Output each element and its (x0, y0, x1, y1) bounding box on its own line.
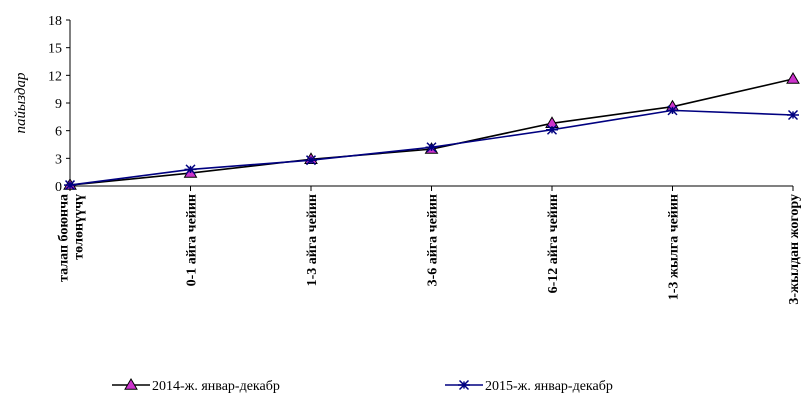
x-tick-label: 3-жылдан жогору (787, 194, 802, 305)
series-marker (184, 164, 197, 175)
series-line (69, 78, 794, 186)
x-axis-ticks: талап боюнча төлөнүүчү 0-1 айга чейин 1-3 а… (57, 186, 802, 305)
x-tick-label: 1-3 айга чейин (305, 194, 320, 286)
x-tick-label-line: төлөнүүчү (72, 194, 87, 260)
y-tick-label: 18 (48, 14, 62, 29)
chart-axes (69, 20, 793, 187)
series-marker (305, 155, 317, 166)
legend-label: 2014-ж. январ-декабр (152, 379, 280, 394)
x-tick-label: 0-1 айга чейин (185, 194, 200, 286)
x-tick-label: 3-6 айга чейин (426, 194, 441, 286)
legend-item-2: 2015-ж. январ-декабр (445, 379, 613, 394)
series-marker (425, 142, 438, 153)
series-marker (666, 105, 679, 116)
y-tick-label: 3 (55, 152, 62, 167)
legend-label: 2015-ж. январ-декабр (485, 379, 613, 394)
y-axis-label: пайыздар (13, 72, 29, 133)
series-marker (64, 180, 76, 191)
y-tick-label: 6 (55, 125, 62, 140)
x-tick-label-line: 6-12 айга чейин (546, 194, 561, 293)
legend-item-1: 2014-ж. январ-декабр (112, 378, 280, 394)
x-tick-label-line: 3-6 айга чейин (426, 194, 441, 286)
series-marker (786, 72, 800, 84)
chart-series (63, 72, 800, 191)
chart-legend: 2014-ж. январ-декабр 2015-ж. январ-декабр (112, 378, 613, 394)
y-tick-label: 9 (55, 97, 62, 112)
y-tick-label: 15 (48, 42, 62, 57)
x-tick-label: 1-3 жылга чейин (667, 194, 682, 300)
y-axis-ticks: 0 3 6 9 12 15 18 (48, 14, 70, 195)
x-tick-label: талап боюнча төлөнүүчү (57, 194, 87, 282)
series-marker (124, 378, 138, 390)
y-tick-label: 12 (48, 69, 62, 84)
series-marker (546, 124, 558, 135)
x-tick-label-line: 3-жылдан жогору (787, 194, 802, 305)
x-tick-label: 6-12 айга чейин (546, 194, 561, 293)
x-tick-label-line: талап боюнча (57, 194, 72, 282)
series-2 (64, 105, 799, 191)
series-marker (787, 109, 799, 121)
x-tick-label-line: 0-1 айга чейин (185, 194, 200, 286)
series-marker (458, 379, 470, 391)
x-tick-label-line: 1-3 айга чейин (305, 194, 320, 286)
y-tick-label: 0 (55, 180, 62, 195)
x-tick-label-line: 1-3 жылга чейин (667, 194, 682, 300)
